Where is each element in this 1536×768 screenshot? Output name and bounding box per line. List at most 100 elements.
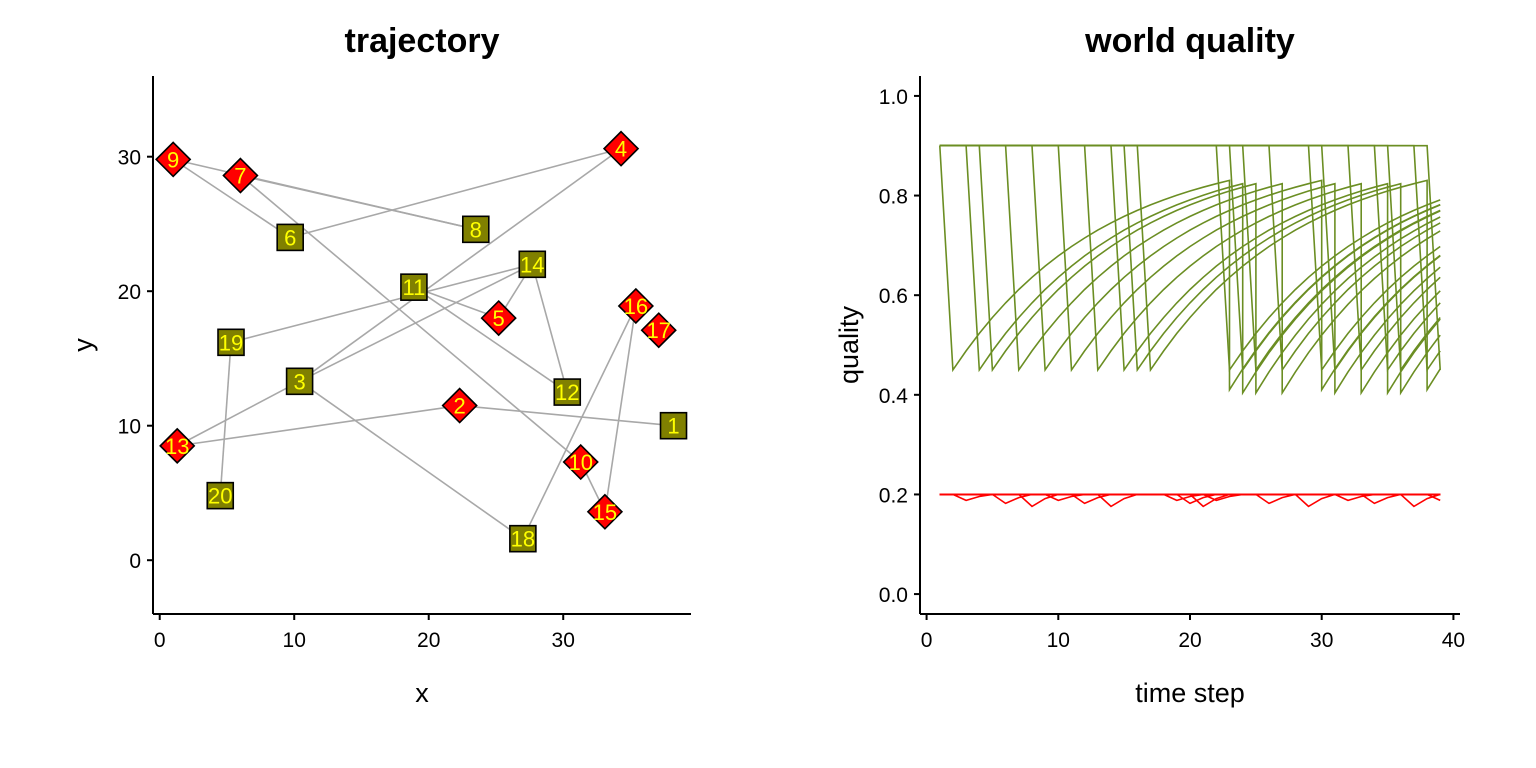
good-cell-quality-line xyxy=(939,144,1441,396)
trajectory-segment xyxy=(299,263,533,383)
x-tick-label: 30 xyxy=(552,629,575,652)
trajectory-segment xyxy=(604,305,637,512)
trajectory-point: 2 xyxy=(441,387,478,424)
y-tick-label: 0.0 xyxy=(879,584,908,607)
x-tick-label: 30 xyxy=(1310,629,1333,652)
quality-y-ticks: 0.0 0.2 0.4 0.6 0.8 1.0 xyxy=(879,86,920,607)
good-cell-quality-line xyxy=(939,144,1441,373)
trajectory-y-label: y xyxy=(68,338,98,352)
trajectory-point: 15 xyxy=(586,493,624,530)
diamond-marker xyxy=(586,493,624,530)
quality-x-ticks: 0 10 20 30 40 xyxy=(921,614,1465,652)
diamond-marker xyxy=(480,299,517,337)
x-tick-label: 10 xyxy=(283,629,306,652)
point-id-label: 1 xyxy=(667,414,679,439)
diamond-marker xyxy=(441,387,478,424)
trajectory-x-label: x xyxy=(415,678,429,708)
trajectory-point: 1 xyxy=(659,411,688,440)
diamond-marker xyxy=(222,157,259,194)
square-marker xyxy=(553,378,582,406)
good-cell-quality-line xyxy=(939,144,1441,370)
trajectory-segment xyxy=(299,147,622,382)
trajectory-segment xyxy=(177,404,460,447)
x-tick-label: 20 xyxy=(1178,629,1201,652)
point-id-label: 18 xyxy=(511,527,535,552)
good-cell-quality-line xyxy=(939,144,1441,373)
point-id-label: 16 xyxy=(624,294,648,319)
good-cell-quality-line xyxy=(939,144,1441,373)
good-cell-quality-line xyxy=(939,144,1441,373)
point-id-label: 4 xyxy=(615,137,627,162)
good-cell-quality-line xyxy=(939,144,1441,373)
trajectory-segment xyxy=(299,380,524,540)
diamond-marker xyxy=(155,141,192,178)
point-id-label: 5 xyxy=(493,306,505,331)
good-cell-quality-line xyxy=(939,145,1441,393)
trajectory-point: 7 xyxy=(222,157,259,194)
square-marker xyxy=(518,250,547,279)
trajectory-segment xyxy=(239,174,582,463)
world-quality-panel: world quality 0 10 20 30 40 0.0 0.2 0.4 0.6 0.8 1… xyxy=(834,22,1465,708)
square-marker xyxy=(206,481,235,510)
y-tick-label: 30 xyxy=(118,147,141,170)
trajectory-segment xyxy=(176,380,300,447)
trajectory-point: 19 xyxy=(217,328,245,357)
y-tick-label: 0.6 xyxy=(879,285,908,308)
diamond-marker xyxy=(159,427,196,465)
good-cell-quality-line xyxy=(939,144,1441,396)
point-id-label: 8 xyxy=(470,217,482,242)
square-marker xyxy=(461,215,490,244)
y-tick-label: 20 xyxy=(118,281,141,304)
trajectory-title: trajectory xyxy=(345,22,500,60)
diamond-marker xyxy=(562,443,599,481)
diamond-marker xyxy=(617,287,654,325)
y-tick-label: 10 xyxy=(118,416,141,439)
square-marker xyxy=(217,328,245,357)
trajectory-segment xyxy=(219,342,232,496)
y-tick-label: 1.0 xyxy=(879,86,908,109)
diamond-marker xyxy=(640,312,677,349)
good-cell-quality-line xyxy=(939,144,1441,396)
x-tick-label: 0 xyxy=(154,629,166,652)
trajectory-point: 6 xyxy=(276,223,304,252)
point-id-label: 2 xyxy=(454,394,466,419)
good-cell-quality-line xyxy=(939,144,1441,373)
world-quality-title: world quality xyxy=(1084,22,1295,60)
good-cell-quality-line xyxy=(939,144,1441,396)
point-id-label: 9 xyxy=(167,147,179,172)
quality-series xyxy=(939,144,1441,508)
point-id-label: 3 xyxy=(293,369,305,394)
trajectory-segment xyxy=(230,263,533,344)
trajectory-point: 14 xyxy=(518,250,547,279)
good-cell-quality-line xyxy=(939,144,1441,373)
good-cell-quality-line xyxy=(939,144,1441,373)
trajectory-y-ticks: 0 10 20 30 xyxy=(118,147,153,573)
trajectory-point: 3 xyxy=(285,367,314,396)
point-id-label: 6 xyxy=(284,225,296,250)
trajectory-segment xyxy=(531,264,569,393)
point-id-label: 10 xyxy=(568,450,592,475)
good-cell-quality-line xyxy=(939,144,1441,373)
point-id-label: 12 xyxy=(555,380,579,405)
trajectory-path xyxy=(172,147,674,540)
trajectory-point: 17 xyxy=(640,312,677,349)
y-tick-label: 0.8 xyxy=(879,186,908,209)
trajectory-point: 8 xyxy=(461,215,490,244)
x-tick-label: 20 xyxy=(417,629,440,652)
trajectory-point: 4 xyxy=(602,130,640,167)
good-cell-quality-line xyxy=(939,144,1441,396)
point-id-label: 13 xyxy=(165,434,189,459)
trajectory-segment xyxy=(459,404,674,427)
quality-y-label: quality xyxy=(834,305,864,384)
point-id-label: 19 xyxy=(219,330,243,355)
trajectory-point: 5 xyxy=(480,299,517,337)
square-marker xyxy=(659,411,688,440)
trajectory-point: 10 xyxy=(562,443,599,481)
trajectory-point: 18 xyxy=(509,524,537,553)
y-tick-label: 0 xyxy=(129,550,141,573)
trajectory-point: 16 xyxy=(617,287,654,325)
x-tick-label: 0 xyxy=(921,629,933,652)
bad-cell-quality-line xyxy=(939,493,1441,502)
trajectory-point: 13 xyxy=(159,427,196,465)
